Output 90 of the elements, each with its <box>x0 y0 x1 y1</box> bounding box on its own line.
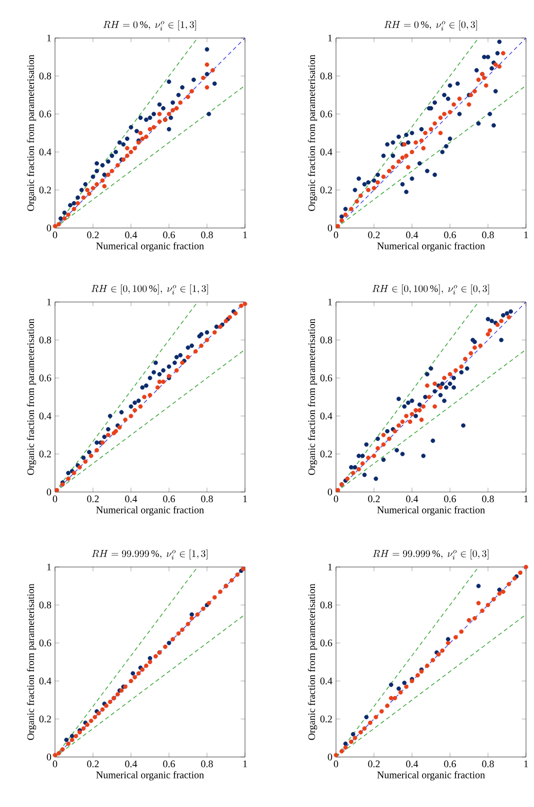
y-tick-label: 0.2 <box>39 186 51 194</box>
y-tick-label: 1 <box>328 34 332 42</box>
y-tick-label: 1 <box>328 298 332 306</box>
x-tick-label: 0.8 <box>201 496 213 502</box>
y-tick-label: 0 <box>328 488 332 496</box>
y-tick-label: 0.8 <box>320 72 332 80</box>
x-tick-label: 1 <box>243 496 247 502</box>
y-tick-label: 0.4 <box>320 412 332 420</box>
chart-title: $RH \in [0,100\,\%],\ \nu_i^o \in [1,3]$ <box>91 284 208 295</box>
y-tick-label: 0 <box>46 488 52 496</box>
y-axis-title: Organic fraction from parameterisation <box>26 584 36 740</box>
x-tick-label: 0.8 <box>201 760 213 768</box>
y-axis-title: Organic fraction from parameterisation <box>308 54 318 211</box>
x-tick-label: 1 <box>524 496 528 502</box>
x-axis-title: Numerical organic fraction <box>377 771 485 780</box>
x-axis-title: Numerical organic fraction <box>377 506 485 516</box>
y-tick-label: 0.2 <box>39 450 51 458</box>
y-tick-label: 1 <box>47 298 51 306</box>
x-tick-label: 0.6 <box>444 760 456 768</box>
x-tick-label: 0 <box>52 232 58 238</box>
y-tick-label: 0.4 <box>320 678 332 684</box>
y-tick-label: 0.4 <box>39 678 52 684</box>
x-tick-label: 0.2 <box>368 496 380 502</box>
x-tick-label: 0.4 <box>125 496 138 502</box>
x-tick-label: 1 <box>243 232 247 238</box>
x-tick-label: 0.6 <box>163 232 175 238</box>
x-axis-title: Numerical organic fraction <box>96 242 204 252</box>
y-tick-label: 0.4 <box>39 412 52 420</box>
y-tick-label: 0.6 <box>320 110 332 118</box>
y-axis-title: Organic fraction from parameterisation <box>308 318 318 475</box>
x-tick-label: 0.4 <box>406 496 418 502</box>
y-tick-label: 0.2 <box>39 716 51 722</box>
y-tick-label: 0 <box>46 224 52 232</box>
x-tick-label: 0.2 <box>87 232 99 238</box>
x-tick-label: 0.4 <box>406 760 418 768</box>
y-tick-label: 0.6 <box>39 374 52 382</box>
x-tick-label: 0.6 <box>444 496 456 502</box>
y-axis-title: Organic fraction from parameterisation <box>26 54 36 211</box>
x-tick-label: 0.8 <box>201 232 213 238</box>
x-tick-label: 0.2 <box>368 760 380 768</box>
chart-title: $RH = 0\,\%,\ \nu_i^o \in [1,3]$ <box>103 20 196 31</box>
y-tick-label: 0 <box>328 224 332 232</box>
x-tick-label: 0.6 <box>163 496 175 502</box>
y-tick-label: 1 <box>47 564 51 570</box>
x-tick-label: 0.6 <box>163 760 175 768</box>
y-axis-title: Organic fraction from parameterisation <box>308 584 318 740</box>
x-tick-label: 1 <box>243 760 247 768</box>
x-tick-label: 0.2 <box>368 232 380 238</box>
y-tick-label: 0 <box>46 754 52 760</box>
chart-title: $RH \in [0,100\,\%],\ \nu_i^o \in [0,3]$ <box>372 284 489 295</box>
y-tick-label: 0.8 <box>320 336 332 344</box>
x-axis-title: Numerical organic fraction <box>377 242 485 252</box>
y-tick-label: 0.8 <box>39 602 52 608</box>
x-tick-label: 0.6 <box>444 232 456 238</box>
x-axis-title: Numerical organic fraction <box>96 506 204 516</box>
x-axis-title: Numerical organic fraction <box>96 771 204 780</box>
y-tick-label: 0.4 <box>320 148 332 156</box>
y-tick-label: 0.8 <box>39 336 52 344</box>
y-tick-label: 0.8 <box>39 72 52 80</box>
x-tick-label: 0 <box>52 760 58 768</box>
x-tick-label: 0 <box>334 232 338 238</box>
y-tick-label: 0.8 <box>320 602 332 608</box>
y-axis-title: Organic fraction from parameterisation <box>26 318 36 475</box>
x-tick-label: 0.8 <box>482 232 494 238</box>
x-tick-label: 0 <box>334 496 338 502</box>
x-tick-label: 1 <box>524 232 528 238</box>
y-tick-label: 0.6 <box>39 640 52 646</box>
x-tick-label: 0.4 <box>406 232 418 238</box>
x-tick-label: 0 <box>52 496 58 502</box>
y-tick-label: 1 <box>47 34 51 42</box>
y-tick-label: 0 <box>328 754 332 760</box>
x-tick-label: 0 <box>334 760 338 768</box>
chart-title: $RH = 0\,\%,\ \nu_i^o \in [0,3]$ <box>384 20 477 31</box>
x-tick-label: 0.2 <box>87 760 99 768</box>
x-tick-label: 0.8 <box>482 760 494 768</box>
y-tick-label: 0.4 <box>39 148 52 156</box>
y-tick-label: 0.6 <box>320 374 332 382</box>
chart-title: $RH = 99.999\,\%,\ \nu_i^o \in [1,3]$ <box>92 549 208 560</box>
x-tick-label: 0.2 <box>87 496 99 502</box>
y-tick-label: 0.2 <box>320 186 332 194</box>
y-tick-label: 0.2 <box>320 716 332 722</box>
x-tick-label: 0.4 <box>125 760 138 768</box>
x-tick-label: 0.8 <box>482 496 494 502</box>
x-tick-label: 1 <box>524 760 528 768</box>
x-tick-label: 0.4 <box>125 232 138 238</box>
y-tick-label: 0.6 <box>39 110 52 118</box>
chart-title: $RH = 99.999\,\%,\ \nu_i^o \in [0,3]$ <box>372 549 488 560</box>
y-tick-label: 0.6 <box>320 640 332 646</box>
y-tick-label: 1 <box>328 564 332 570</box>
y-tick-label: 0.2 <box>320 450 332 458</box>
